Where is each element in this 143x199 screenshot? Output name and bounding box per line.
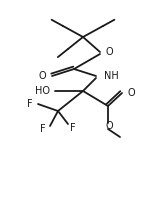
Text: HO: HO bbox=[35, 86, 50, 96]
Text: O: O bbox=[105, 47, 113, 57]
Text: F: F bbox=[27, 99, 33, 109]
Text: F: F bbox=[70, 123, 76, 133]
Text: NH: NH bbox=[104, 71, 119, 81]
Text: O: O bbox=[105, 121, 113, 131]
Text: O: O bbox=[127, 88, 135, 98]
Text: O: O bbox=[38, 71, 46, 81]
Text: F: F bbox=[40, 124, 46, 134]
